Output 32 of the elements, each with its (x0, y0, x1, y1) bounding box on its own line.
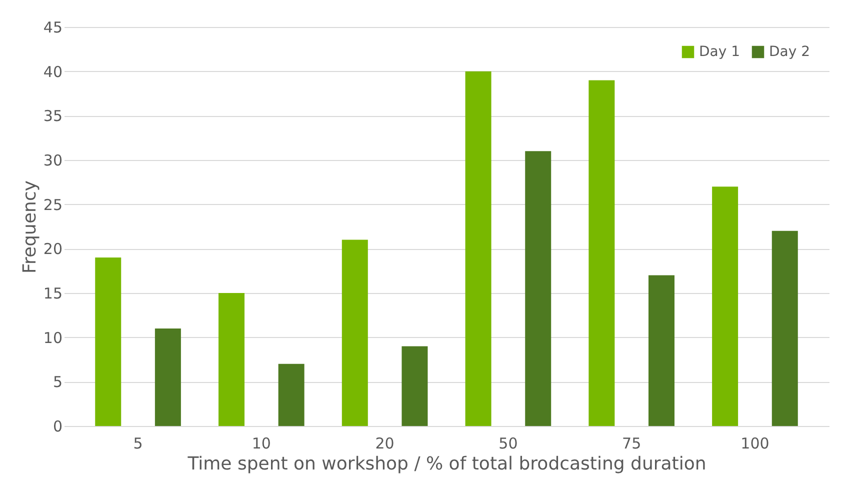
y-tick-label: 10 (43, 328, 62, 347)
bar (465, 71, 492, 426)
y-tick-label: 0 (52, 418, 62, 436)
y-tick-label: 45 (43, 18, 62, 36)
bar (218, 293, 245, 426)
legend-label: Day 2 (769, 44, 810, 60)
y-tick-label: 5 (52, 373, 62, 392)
bar (402, 346, 428, 426)
bar (525, 151, 552, 426)
x-tick-label: 10 (252, 434, 271, 452)
bar (278, 364, 304, 426)
bar (712, 186, 738, 426)
x-tick-label: 100 (740, 434, 770, 452)
bar (342, 240, 368, 426)
x-tick-label: 50 (498, 434, 518, 452)
y-tick-label: 25 (43, 196, 62, 214)
y-tick-label: 20 (43, 240, 62, 258)
x-tick-label: 20 (375, 434, 394, 452)
bar (588, 80, 615, 426)
y-axis-title: Frequency (19, 180, 40, 274)
y-tick-label: 15 (43, 284, 62, 302)
x-tick-label: 5 (133, 434, 143, 452)
bar (154, 328, 181, 426)
bar (648, 275, 674, 426)
bar (772, 230, 798, 426)
x-tick-label: 75 (622, 434, 642, 452)
bar (95, 258, 122, 426)
x-axis-title: Time spent on workshop / % of total brodcasting duration (186, 454, 706, 474)
y-tick-label: 30 (43, 152, 62, 170)
legend-label: Day 1 (699, 44, 740, 60)
y-tick-label: 40 (43, 62, 62, 81)
y-tick-label: 35 (43, 107, 62, 126)
